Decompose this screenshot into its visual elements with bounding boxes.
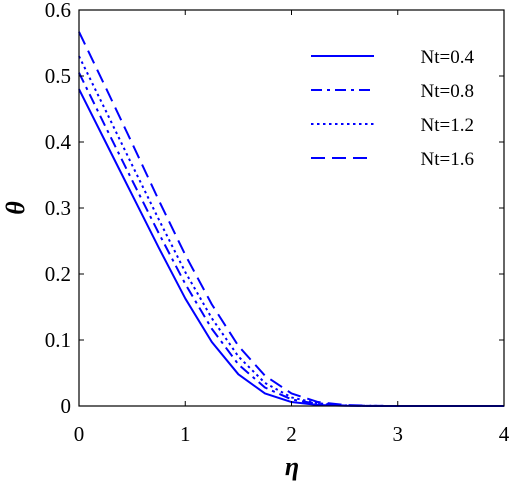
x-axis-label: η xyxy=(285,452,299,481)
x-tick-label: 3 xyxy=(393,422,404,446)
y-tick-label: 0 xyxy=(61,394,72,418)
legend: Nt=0.4 Nt=0.8 Nt=1.2 Nt=1.6 xyxy=(300,38,480,183)
y-tick-label: 0.5 xyxy=(45,64,71,88)
y-tick-label: 0.2 xyxy=(45,262,71,286)
series-line-4 xyxy=(78,31,504,407)
y-tick-label: 0.1 xyxy=(45,328,71,352)
legend-label-1: Nt=0.4 xyxy=(421,47,475,68)
x-tick-label: 0 xyxy=(74,422,85,446)
legend-label-4: Nt=1.6 xyxy=(421,149,474,170)
y-tick-label: 0.4 xyxy=(45,130,72,154)
x-tick-label: 2 xyxy=(286,422,297,446)
y-tick-label: 0.3 xyxy=(45,196,71,220)
legend-box xyxy=(300,38,480,183)
axis-tick-labels: 0 1 2 3 4 0 0.1 0.2 0.3 0.4 0.5 0.6 xyxy=(45,0,510,446)
y-axis-label: θ xyxy=(1,201,30,215)
legend-label-3: Nt=1.2 xyxy=(421,115,474,136)
x-tick-label: 4 xyxy=(499,422,510,446)
y-tick-label: 0.6 xyxy=(45,0,71,22)
x-tick-label: 1 xyxy=(180,422,191,446)
axis-ticks xyxy=(78,9,505,407)
legend-label-2: Nt=0.8 xyxy=(421,81,474,102)
